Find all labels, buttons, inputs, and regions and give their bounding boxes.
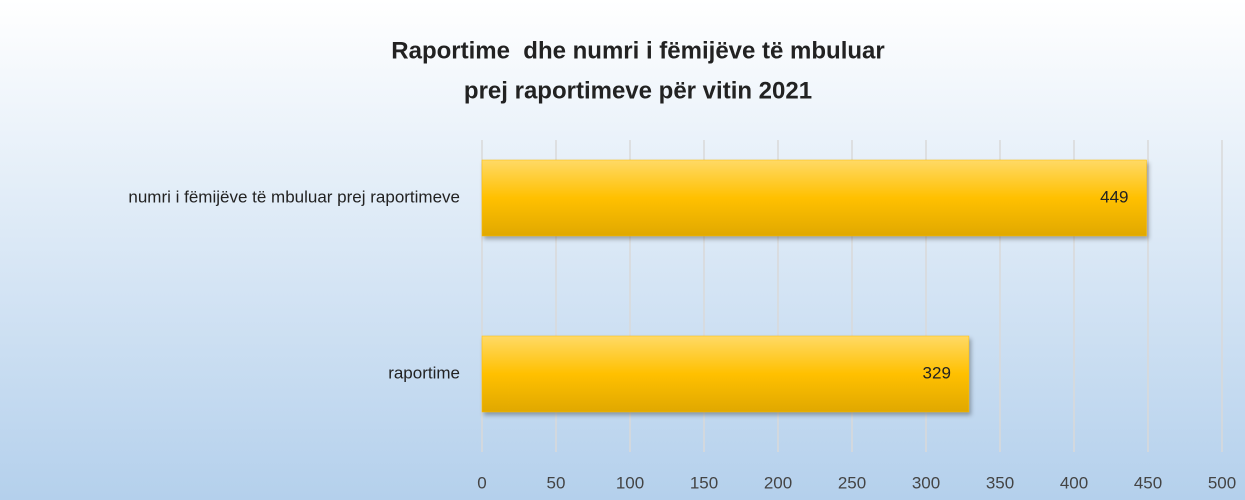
chart-title: Raportime dhe numri i fëmijëve të mbulua… — [391, 37, 884, 64]
chart-title: prej raportimeve për vitin 2021 — [464, 77, 812, 104]
x-tick-label: 200 — [764, 473, 792, 492]
x-tick-label: 450 — [1134, 473, 1162, 492]
value-label: 329 — [923, 363, 951, 382]
x-tick-label: 300 — [912, 473, 940, 492]
bar — [481, 159, 1147, 237]
x-tick-label: 350 — [986, 473, 1014, 492]
x-tick-label: 150 — [690, 473, 718, 492]
x-tick-label: 250 — [838, 473, 866, 492]
x-tick-label: 500 — [1208, 473, 1236, 492]
x-tick-label: 50 — [547, 473, 566, 492]
y-tick-label: numri i fëmijëve të mbuluar prej raporti… — [128, 187, 460, 206]
value-label: 449 — [1100, 187, 1128, 206]
x-tick-label: 0 — [477, 473, 486, 492]
bar — [481, 335, 970, 413]
x-tick-label: 100 — [616, 473, 644, 492]
y-tick-label: raportime — [388, 363, 460, 382]
x-tick-label: 400 — [1060, 473, 1088, 492]
